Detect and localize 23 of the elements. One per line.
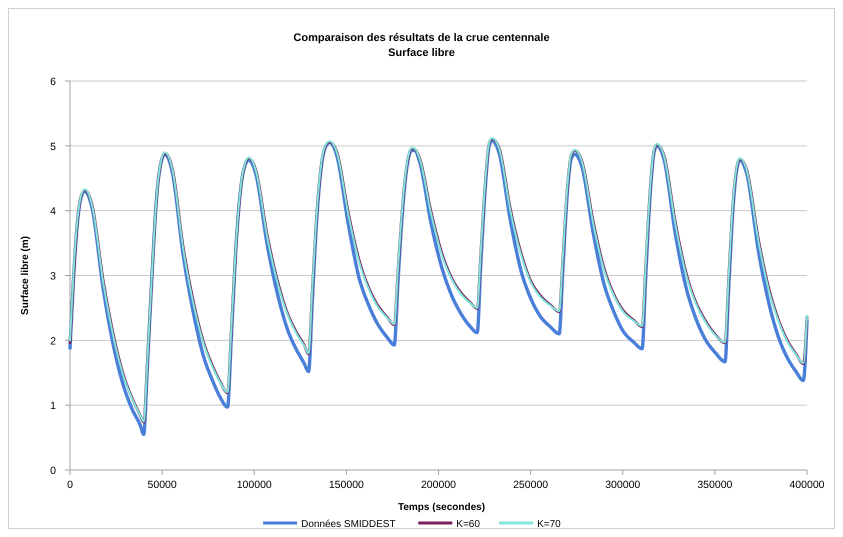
x-tick-label: 350000	[697, 479, 733, 491]
x-tick-label: 300000	[605, 479, 640, 491]
y-tick-label: 0	[50, 465, 56, 477]
legend-label: K=70	[537, 519, 562, 530]
x-tick-label: 50000	[148, 479, 177, 491]
y-tick-label: 4	[50, 206, 56, 218]
y-tick-label: 2	[50, 335, 56, 348]
legend-label: Données SMIDDEST	[301, 519, 396, 530]
legend-label: K=60	[456, 519, 480, 530]
x-tick-label: 250000	[513, 479, 548, 491]
y-tick-label: 6	[50, 76, 56, 88]
y-axis-title: Surface libre (m)	[20, 236, 31, 315]
x-tick-label: 400000	[789, 479, 825, 491]
x-tick-label: 150000	[328, 479, 364, 491]
chart-title: Comparaison des résultats de la crue centennale	[293, 32, 550, 44]
x-axis-title: Temps (secondes)	[398, 502, 486, 513]
x-tick-label: 200000	[420, 479, 456, 491]
x-tick-label: 0	[67, 479, 74, 491]
x-tick-label: 100000	[236, 479, 272, 491]
y-tick-label: 3	[50, 270, 56, 282]
chart-subtitle: Surface libre	[388, 47, 455, 59]
y-tick-label: 1	[50, 400, 56, 412]
y-tick-label: 5	[50, 140, 56, 153]
